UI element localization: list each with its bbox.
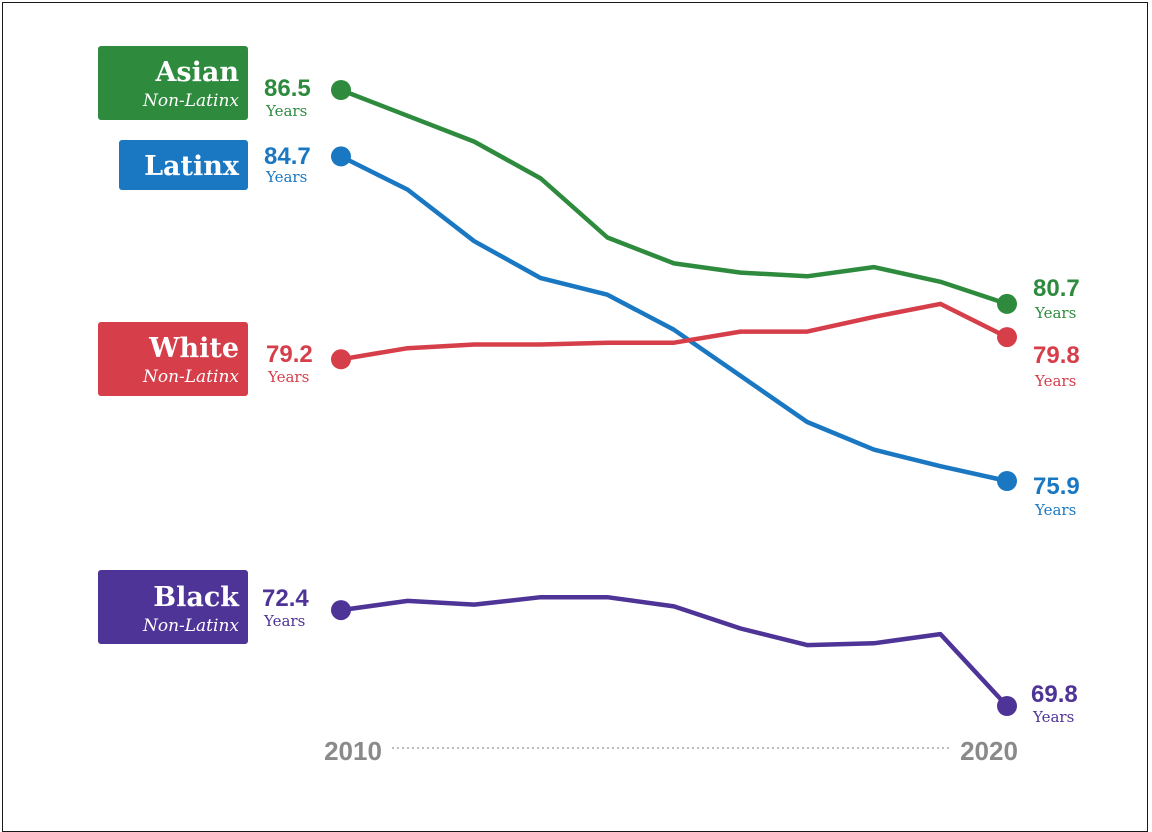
legend-box-asian	[98, 46, 248, 120]
start-unit-white: Years	[267, 368, 309, 386]
start-value-black: 72.4	[262, 585, 309, 612]
start-unit-asian: Years	[265, 102, 307, 120]
start-unit-latinx: Years	[265, 168, 307, 186]
end-unit-black: Years	[1032, 708, 1074, 726]
series-name-white: White	[148, 333, 239, 364]
data-point-black-end	[997, 696, 1017, 716]
series-name-asian: Asian	[154, 57, 239, 88]
legend-box-black	[98, 570, 248, 644]
end-value-black: 69.8	[1031, 681, 1078, 708]
start-value-white: 79.2	[266, 341, 313, 368]
series-name-black: Black	[153, 582, 240, 613]
series-line-asian	[338, 87, 1010, 307]
series-subname-black: Non-Latinx	[142, 616, 239, 636]
series-line-white	[338, 301, 1010, 362]
legend-latinx: Latinx	[119, 140, 248, 190]
series-subname-asian: Non-Latinx	[142, 91, 239, 111]
end-unit-latinx: Years	[1034, 501, 1076, 519]
start-value-latinx: 84.7	[264, 143, 311, 170]
x-tick-label-end: 2020	[960, 736, 1018, 766]
data-point-latinx-start	[331, 146, 351, 167]
data-point-latinx-end	[997, 471, 1017, 491]
data-point-white-end	[997, 327, 1017, 348]
series-subname-white: Non-Latinx	[142, 367, 239, 387]
series-line-black	[338, 594, 1010, 709]
end-unit-white: Years	[1034, 372, 1076, 390]
legend-box-white	[98, 322, 248, 396]
x-tick-label-start: 2010	[324, 736, 382, 766]
start-value-asian: 86.5	[264, 75, 311, 102]
start-unit-black: Years	[263, 612, 305, 630]
end-value-latinx: 75.9	[1033, 473, 1080, 500]
data-point-asian-end	[997, 293, 1017, 314]
series-line-latinx	[338, 154, 1010, 484]
end-unit-asian: Years	[1034, 304, 1076, 322]
legend-black: Black Non-Latinx	[98, 570, 248, 644]
plot-area	[331, 80, 1017, 716]
data-point-asian-start	[331, 80, 351, 100]
legend-asian: Asian Non-Latinx	[98, 46, 248, 120]
data-point-white-start	[331, 349, 351, 370]
legend-box-latinx	[119, 140, 248, 190]
data-point-black-start	[331, 600, 351, 621]
legend-white: White Non-Latinx	[98, 322, 248, 396]
end-value-white: 79.8	[1033, 342, 1080, 369]
series-name-latinx: Latinx	[144, 151, 240, 182]
end-value-asian: 80.7	[1033, 275, 1080, 302]
